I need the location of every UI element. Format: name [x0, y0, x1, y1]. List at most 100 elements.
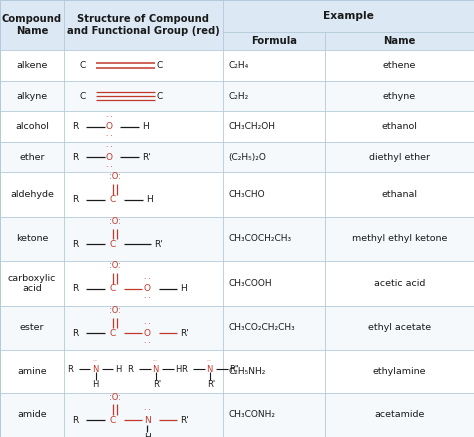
Bar — [223, 0, 474, 32]
Text: C: C — [109, 329, 116, 338]
Text: CH₃CHO: CH₃CHO — [228, 190, 265, 199]
Text: alcohol: alcohol — [15, 122, 49, 131]
Text: acetamide: acetamide — [374, 410, 425, 419]
Bar — [64, 217, 223, 261]
Text: amine: amine — [17, 367, 47, 376]
Bar — [325, 32, 474, 50]
Bar — [64, 111, 223, 142]
Text: Compound
Name: Compound Name — [2, 14, 62, 36]
Bar — [223, 217, 325, 261]
Text: C: C — [109, 416, 116, 425]
Text: R': R' — [180, 329, 189, 338]
Bar — [223, 81, 325, 111]
Text: ether: ether — [19, 153, 45, 162]
Bar — [325, 50, 474, 81]
Bar — [64, 350, 223, 392]
Text: H: H — [175, 364, 182, 374]
Bar — [64, 142, 223, 172]
Bar — [0, 81, 64, 111]
Text: C: C — [156, 61, 162, 70]
Text: H: H — [92, 379, 99, 388]
Text: N: N — [144, 416, 151, 425]
Text: ··: ·· — [207, 358, 213, 363]
Text: O: O — [106, 122, 113, 131]
Text: Name: Name — [383, 36, 416, 46]
Text: ethanal: ethanal — [382, 190, 417, 199]
Text: R: R — [72, 122, 78, 131]
Bar — [0, 172, 64, 217]
Bar — [223, 261, 325, 306]
Text: :O:: :O: — [109, 306, 121, 315]
Bar — [64, 306, 223, 350]
Text: C: C — [109, 195, 116, 205]
Bar — [0, 350, 64, 392]
Text: ethyne: ethyne — [383, 91, 416, 101]
Bar — [64, 261, 223, 306]
Text: · ·: · · — [144, 340, 151, 346]
Text: R: R — [182, 364, 187, 374]
Text: methyl ethyl ketone: methyl ethyl ketone — [352, 235, 447, 243]
Bar — [64, 392, 223, 437]
Bar — [64, 172, 223, 217]
Text: ethyl acetate: ethyl acetate — [368, 323, 431, 333]
Text: Formula: Formula — [251, 36, 297, 46]
Text: R: R — [67, 364, 73, 374]
Text: CH₃CO₂CH₂CH₃: CH₃CO₂CH₂CH₃ — [228, 323, 295, 333]
Text: H: H — [146, 195, 153, 205]
Bar — [0, 142, 64, 172]
Text: O: O — [106, 153, 113, 162]
Text: · ·: · · — [106, 133, 113, 139]
Bar — [325, 392, 474, 437]
Text: ··: ·· — [92, 358, 99, 363]
Bar — [64, 0, 223, 50]
Text: R": R" — [229, 364, 239, 374]
Text: · ·: · · — [144, 276, 151, 282]
Text: :O:: :O: — [109, 172, 121, 181]
Bar — [223, 50, 325, 81]
Text: Example: Example — [323, 11, 374, 21]
Text: alkene: alkene — [16, 61, 48, 70]
Bar — [223, 172, 325, 217]
Text: CH₃COOH: CH₃COOH — [228, 279, 272, 288]
Text: R: R — [72, 195, 78, 205]
Text: R: R — [72, 240, 78, 249]
Text: C: C — [80, 91, 86, 101]
Text: ··: ·· — [153, 358, 159, 363]
Bar — [223, 32, 325, 50]
Text: (C₂H₅)₂O: (C₂H₅)₂O — [228, 153, 266, 162]
Text: R: R — [72, 153, 78, 162]
Bar — [325, 111, 474, 142]
Bar — [223, 142, 325, 172]
Text: R': R' — [207, 379, 215, 388]
Text: :O:: :O: — [109, 217, 121, 226]
Text: R': R' — [155, 240, 163, 249]
Bar — [0, 50, 64, 81]
Text: C: C — [80, 61, 86, 70]
Text: :O:: :O: — [109, 261, 121, 270]
Text: acetic acid: acetic acid — [374, 279, 425, 288]
Text: · ·: · · — [144, 295, 151, 302]
Text: R: R — [128, 364, 133, 374]
Text: amide: amide — [17, 410, 47, 419]
Text: C₂H₄: C₂H₄ — [228, 61, 249, 70]
Text: R: R — [72, 416, 78, 425]
Text: · ·: · · — [106, 163, 113, 170]
Text: carboxylic
acid: carboxylic acid — [8, 274, 56, 293]
Text: N: N — [206, 364, 212, 374]
Text: ketone: ketone — [16, 235, 48, 243]
Bar — [0, 111, 64, 142]
Bar — [0, 261, 64, 306]
Text: R': R' — [153, 379, 161, 388]
Bar — [223, 392, 325, 437]
Text: O: O — [144, 284, 151, 293]
Text: CH₃CONH₂: CH₃CONH₂ — [228, 410, 275, 419]
Text: C₂H₂: C₂H₂ — [228, 91, 249, 101]
Bar — [0, 306, 64, 350]
Text: C: C — [156, 91, 162, 101]
Text: alkyne: alkyne — [17, 91, 47, 101]
Bar — [0, 217, 64, 261]
Bar — [325, 261, 474, 306]
Text: · ·: · · — [144, 321, 151, 326]
Text: N: N — [152, 364, 158, 374]
Text: H: H — [115, 364, 121, 374]
